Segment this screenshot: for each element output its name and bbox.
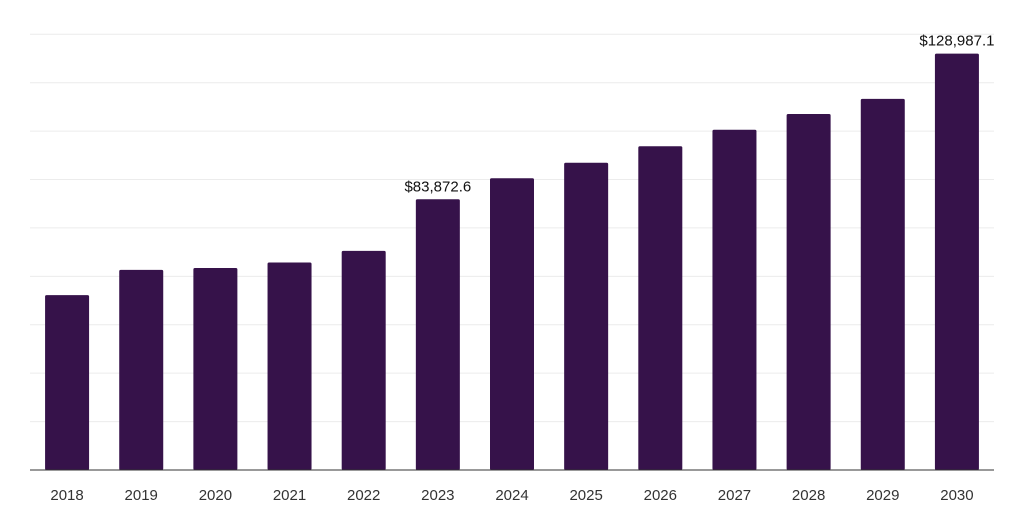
bars xyxy=(45,53,979,471)
x-tick-label-2022: 2022 xyxy=(347,487,380,504)
x-tick-label-2030: 2030 xyxy=(940,487,973,504)
bar-2027 xyxy=(712,129,757,470)
x-tick-label-2028: 2028 xyxy=(792,487,825,504)
x-tick-label-2018: 2018 xyxy=(50,487,83,504)
data-label-2030: $128,987.1 xyxy=(919,33,994,50)
x-tick-label-2020: 2020 xyxy=(199,487,232,504)
bar-2030 xyxy=(934,53,979,470)
bar-2026 xyxy=(638,146,683,470)
x-tick-label-2026: 2026 xyxy=(644,487,677,504)
bar-2018 xyxy=(45,295,90,470)
x-axis-tick-labels: 2018 2019 2020 2021 2022 2023 2024 2025 2026 2027… xyxy=(50,487,973,504)
data-labels: $83,872.6 $128,987.1 xyxy=(404,33,994,196)
bar-2021 xyxy=(267,262,312,470)
bar-2024 xyxy=(490,178,534,471)
bar-2029 xyxy=(860,98,905,471)
x-tick-label-2029: 2029 xyxy=(866,487,899,504)
bar-2019 xyxy=(119,269,164,470)
x-tick-label-2021: 2021 xyxy=(273,487,306,504)
x-tick-label-2027: 2027 xyxy=(718,487,751,504)
x-tick-label-2024: 2024 xyxy=(495,487,528,504)
bar-2022 xyxy=(341,250,386,470)
data-label-2023: $83,872.6 xyxy=(404,178,471,195)
bar-2023 xyxy=(415,199,460,471)
bar-2020 xyxy=(193,267,238,470)
bar-2028 xyxy=(786,113,831,470)
x-tick-label-2019: 2019 xyxy=(125,487,158,504)
x-tick-label-2023: 2023 xyxy=(421,487,454,504)
x-tick-label-2025: 2025 xyxy=(569,487,602,504)
bar-2025 xyxy=(564,162,609,470)
